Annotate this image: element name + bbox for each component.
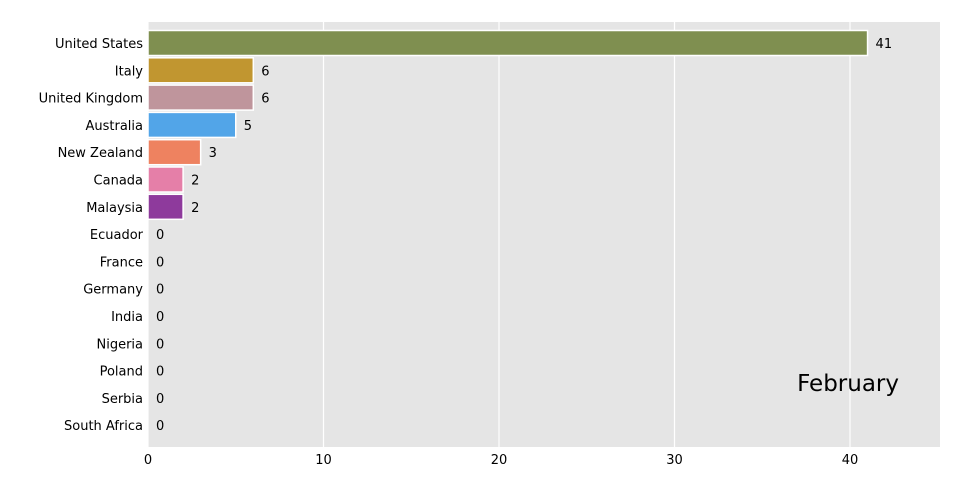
category-label-canada: Canada [94, 174, 143, 189]
category-label-india: India [111, 310, 143, 325]
data-label-united-kingdom: 6 [261, 92, 269, 107]
x-axis-ticks: 0 10 20 30 40 [144, 453, 858, 468]
bar-italy [147, 57, 255, 84]
data-label-south-africa: 0 [156, 419, 164, 434]
bar-united-kingdom [147, 84, 255, 111]
category-label-new-zealand: New Zealand [58, 146, 143, 161]
data-label-new-zealand: 3 [209, 146, 217, 161]
category-label-united-states: United States [55, 37, 143, 52]
bar-united-states [147, 29, 869, 57]
bar-australia [147, 111, 237, 139]
data-label-canada: 2 [191, 174, 199, 189]
category-labels: United States Italy United Kingdom Australi… [39, 37, 144, 434]
data-label-australia: 5 [244, 119, 252, 134]
data-label-malaysia: 2 [191, 201, 199, 216]
category-label-united-kingdom: United Kingdom [39, 92, 143, 107]
data-label-united-states: 41 [876, 37, 893, 52]
category-label-australia: Australia [85, 119, 143, 134]
bars [147, 29, 869, 221]
x-tick-label-0: 0 [144, 453, 152, 468]
period-label: February [797, 371, 899, 397]
bar-new-zealand [147, 138, 202, 166]
category-label-ecuador: Ecuador [90, 228, 144, 243]
data-label-poland: 0 [156, 365, 164, 380]
category-label-germany: Germany [83, 283, 143, 298]
x-tick-label-40: 40 [842, 453, 859, 468]
category-label-nigeria: Nigeria [96, 337, 143, 352]
category-label-south-africa: South Africa [64, 419, 143, 434]
data-label-serbia: 0 [156, 392, 164, 407]
data-label-france: 0 [156, 255, 164, 270]
data-label-italy: 6 [261, 64, 269, 79]
category-label-poland: Poland [100, 365, 143, 380]
data-label-germany: 0 [156, 283, 164, 298]
data-label-india: 0 [156, 310, 164, 325]
plot-background [148, 22, 940, 447]
category-label-italy: Italy [115, 64, 144, 79]
data-label-ecuador: 0 [156, 228, 164, 243]
category-label-france: France [100, 255, 143, 270]
category-label-serbia: Serbia [102, 392, 143, 407]
x-tick-label-10: 10 [315, 453, 332, 468]
category-label-malaysia: Malaysia [86, 201, 143, 216]
bar-canada [147, 166, 184, 193]
data-label-nigeria: 0 [156, 337, 164, 352]
bar-malaysia [147, 193, 184, 221]
x-tick-label-20: 20 [491, 453, 508, 468]
x-tick-label-30: 30 [666, 453, 683, 468]
